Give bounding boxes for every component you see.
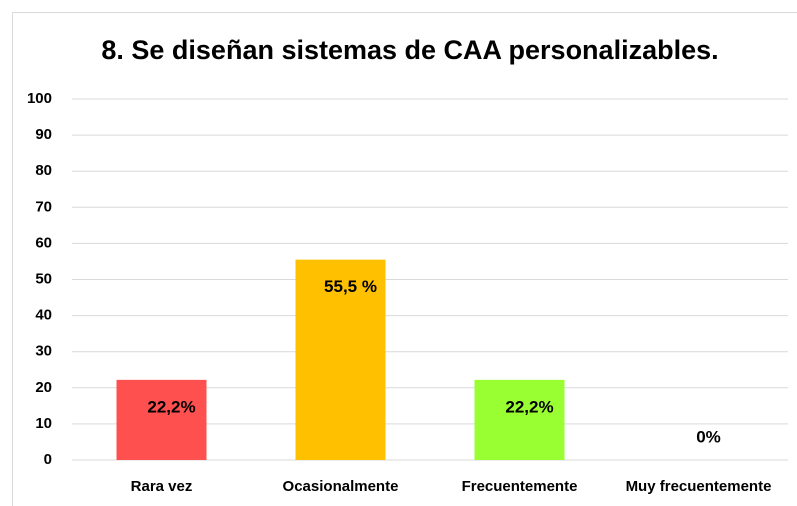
x-tick-label: Muy frecuentemente [626,478,772,495]
chart-title: 8. Se diseñan sistemas de CAA personaliz… [101,35,718,65]
x-tick-label: Ocasionalmente [283,478,399,495]
y-tick-label: 100 [27,90,52,107]
bar [474,379,565,460]
x-tick-label: Rara vez [131,478,193,495]
y-tick-label: 60 [35,234,52,251]
x-tick-label: Frecuentemente [462,478,578,495]
bar [295,259,386,460]
y-tick-label: 70 [35,198,52,215]
bar [116,379,207,460]
value-label: 22,2% [147,397,195,416]
y-tick-label: 50 [35,270,52,287]
y-tick-label: 10 [35,415,52,432]
y-tick-label: 0 [44,451,52,468]
y-tick-label: 80 [35,162,52,179]
value-label: 55,5 % [324,277,377,296]
value-label: 0% [696,427,721,446]
y-tick-label: 30 [35,343,52,360]
y-tick-label: 20 [35,379,52,396]
value-label: 22,2% [505,397,553,416]
y-tick-label: 90 [35,126,52,143]
y-tick-label: 40 [35,307,52,324]
